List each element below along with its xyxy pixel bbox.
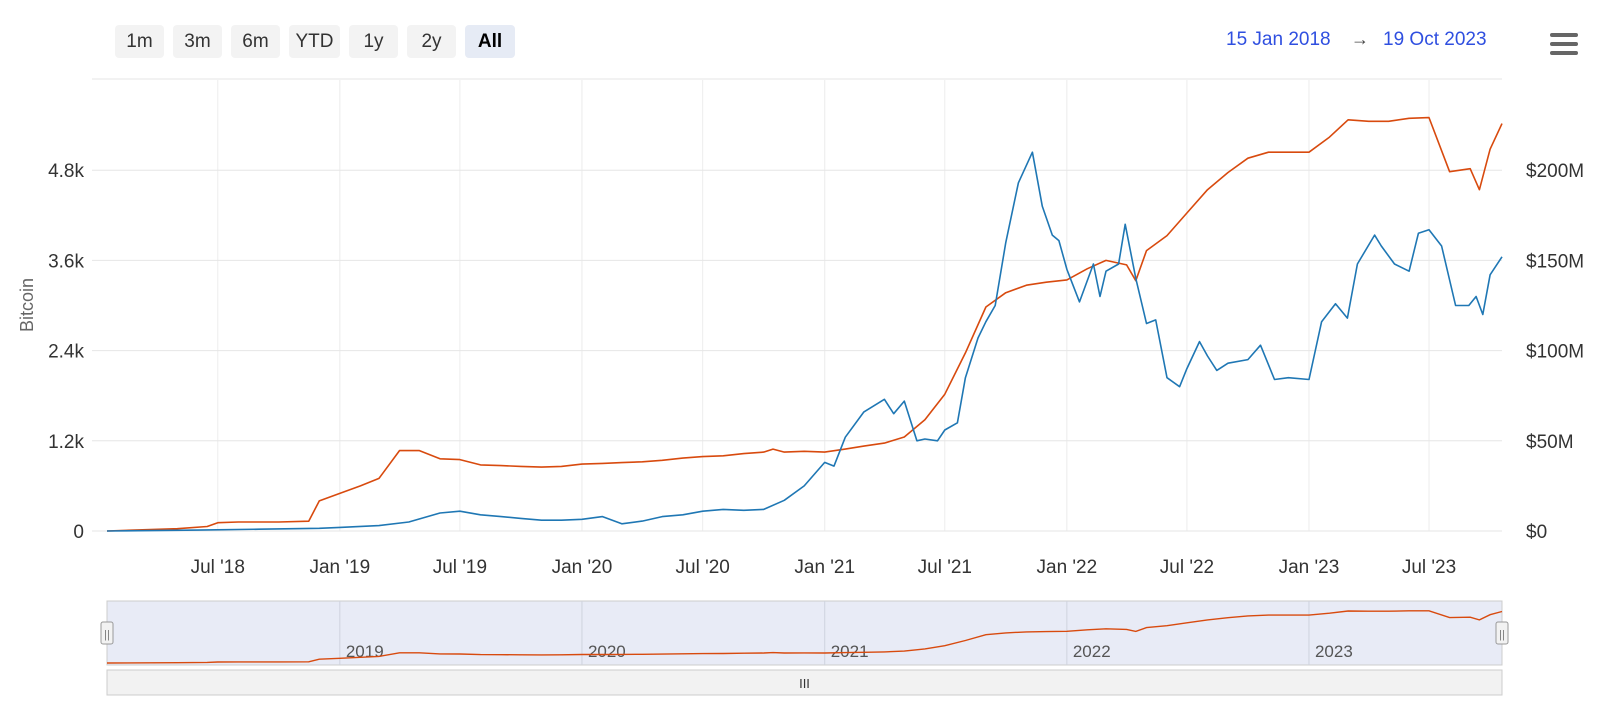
navigator-year-label: 2020 xyxy=(588,642,626,661)
range-button-1m[interactable]: 1m xyxy=(115,25,164,58)
navigator-right-handle[interactable]: || xyxy=(1495,621,1509,645)
x-tick-label: Jan '19 xyxy=(309,557,370,578)
menu-bar xyxy=(1550,51,1578,55)
y-right-tick-label: $150M xyxy=(1526,251,1584,272)
handle-body[interactable] xyxy=(1495,621,1509,645)
y-right-tick-label: $50M xyxy=(1526,432,1574,453)
x-tick-label: Jul '22 xyxy=(1160,557,1214,578)
date-range-arrow: → xyxy=(1351,29,1369,49)
y-left-tick-label: 0 xyxy=(73,522,84,543)
navigator[interactable]: 2019 2020 2021 2022 2023|| ||III xyxy=(100,600,1509,696)
series-line-1 xyxy=(106,116,1503,532)
navigator-series-line xyxy=(106,610,1503,664)
range-button-6m[interactable]: 6m xyxy=(231,25,280,58)
date-range-to[interactable]: 19 Oct 2023 xyxy=(1383,29,1487,50)
x-tick-label: Jan '21 xyxy=(794,557,855,578)
chart-grid xyxy=(92,78,1502,532)
y-axis-title: Bitcoin xyxy=(17,278,37,332)
x-tick-label: Jan '20 xyxy=(552,557,613,578)
chart-axes: Jul '18 Jan '19 Jul '19 Jan '20 Jul '20 Jan '… xyxy=(17,161,1584,578)
y-right-tick-label: $0 xyxy=(1526,522,1547,543)
navigator-year-label: 2021 xyxy=(831,642,869,661)
navigator-year-label: 2022 xyxy=(1073,642,1111,661)
x-tick-label: Jul '20 xyxy=(676,557,730,578)
menu-bar xyxy=(1550,33,1578,37)
menu-bar xyxy=(1550,42,1578,46)
range-button-ytd[interactable]: YTD xyxy=(289,25,340,58)
x-tick-label: Jul '23 xyxy=(1402,557,1456,578)
y-right-tick-label: $200M xyxy=(1526,161,1584,182)
y-right-tick-label: $100M xyxy=(1526,342,1584,363)
navigator-scrollbar[interactable] xyxy=(106,669,1503,696)
x-tick-label: Jul '21 xyxy=(918,557,972,578)
hamburger-menu-icon[interactable] xyxy=(1550,33,1580,59)
chart-series xyxy=(106,116,1503,532)
range-button-1y[interactable]: 1y xyxy=(349,25,398,58)
range-button-all[interactable]: All xyxy=(465,25,515,58)
y-left-tick-label: 1.2k xyxy=(48,432,84,453)
x-tick-label: Jul '18 xyxy=(191,557,245,578)
handle-grip-icon: || xyxy=(104,629,110,641)
y-left-tick-label: 3.6k xyxy=(48,251,84,272)
range-button-3m[interactable]: 3m xyxy=(173,25,222,58)
y-left-tick-label: 4.8k xyxy=(48,161,84,182)
y-left-tick-label: 2.4k xyxy=(48,342,84,363)
scrollbar-grip-icon: III xyxy=(799,676,810,691)
handle-grip-icon: || xyxy=(1499,629,1505,641)
series-line-2 xyxy=(106,151,1503,532)
date-range-from[interactable]: 15 Jan 2018 xyxy=(1226,29,1331,50)
x-tick-label: Jan '22 xyxy=(1037,557,1098,578)
navigator-left-handle[interactable]: || xyxy=(100,621,114,645)
handle-body[interactable] xyxy=(100,621,114,645)
range-button-2y[interactable]: 2y xyxy=(407,25,456,58)
navigator-year-label: 2023 xyxy=(1315,642,1353,661)
x-tick-label: Jan '23 xyxy=(1279,557,1340,578)
x-tick-label: Jul '19 xyxy=(433,557,487,578)
navigator-selected-range[interactable] xyxy=(106,600,1503,666)
